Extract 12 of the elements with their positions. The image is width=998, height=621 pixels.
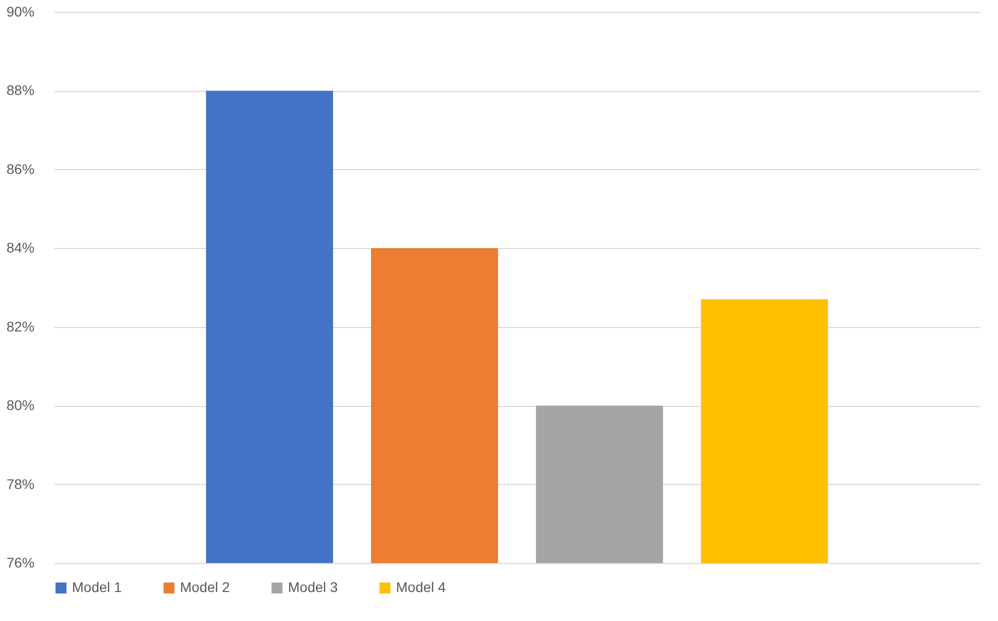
y-tick-label: 82% — [6, 318, 34, 334]
y-tick-label: 80% — [6, 397, 34, 414]
y-tick-label: 86% — [6, 160, 34, 177]
y-tick-label: 84% — [6, 240, 34, 256]
legend-label: Model 1 — [72, 579, 122, 595]
y-tick-label: 90% — [6, 4, 34, 20]
legend-label: Model 2 — [180, 579, 230, 595]
legend-label: Model 4 — [396, 579, 446, 595]
y-tick-label: 88% — [6, 82, 34, 98]
y-tick-label: 76% — [6, 554, 34, 570]
y-tick-label: 78% — [6, 476, 34, 492]
legend-label: Model 3 — [288, 579, 338, 595]
